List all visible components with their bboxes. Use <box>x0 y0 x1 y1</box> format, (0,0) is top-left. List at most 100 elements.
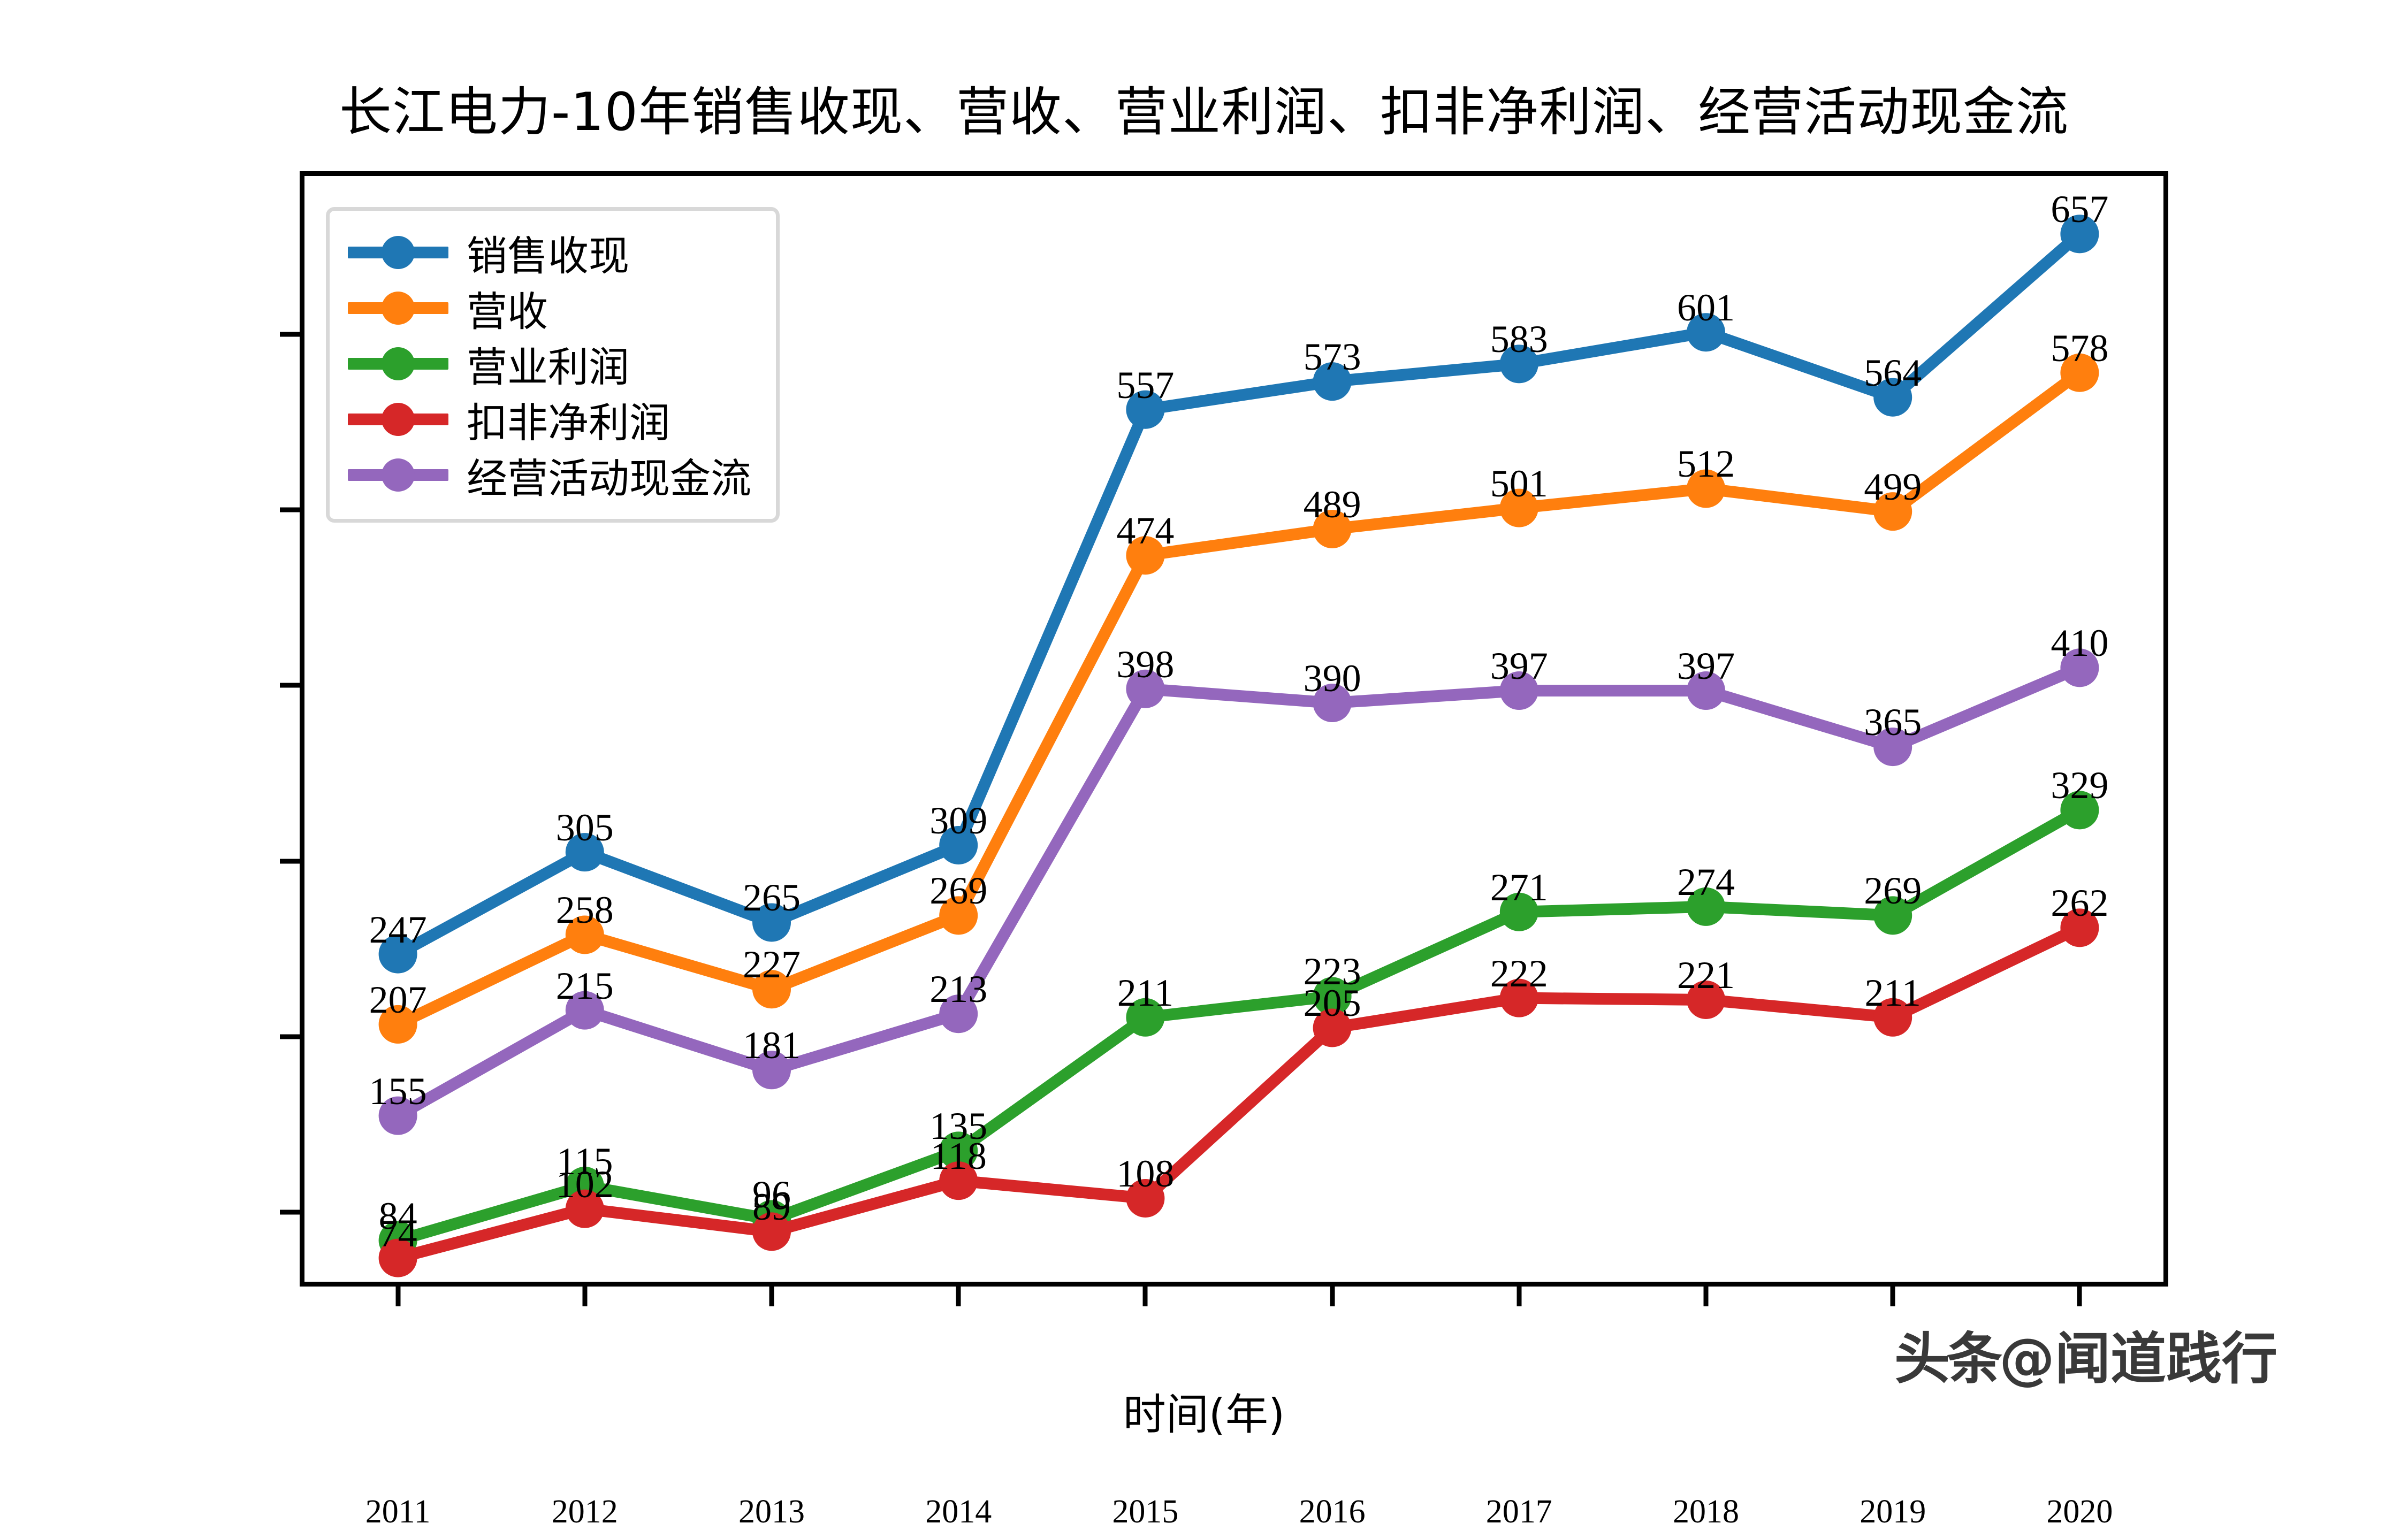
chart-title: 长江电力-10年销售收现、营收、营业利润、扣非净利润、经营活动现金流 <box>339 82 2069 143</box>
series-line-0 <box>392 228 2086 960</box>
x-tick-mark <box>956 1282 961 1306</box>
legend-item-3[interactable]: 扣非净利润 <box>348 392 751 447</box>
data-point <box>1126 998 1165 1037</box>
data-point <box>565 991 604 1030</box>
x-tick-label: 2014 <box>925 1494 992 1530</box>
x-tick-label: 2011 <box>365 1494 431 1530</box>
legend-item-0[interactable]: 销售收现 <box>348 225 751 280</box>
x-tick-mark <box>582 1282 588 1306</box>
data-point <box>1313 362 1352 401</box>
data-point <box>1873 492 1912 531</box>
data-point <box>939 1131 978 1170</box>
data-point <box>1499 671 1538 710</box>
legend-marker-icon <box>348 225 448 280</box>
data-point <box>1313 977 1352 1016</box>
x-tick-mark <box>1517 1282 1522 1306</box>
data-point <box>1499 892 1538 931</box>
y-tick-mark <box>280 683 304 688</box>
y-tick-mark <box>280 507 304 512</box>
data-point <box>378 1096 417 1135</box>
data-point <box>752 970 791 1009</box>
legend-item-1[interactable]: 营收 <box>348 280 751 336</box>
x-tick-label: 2020 <box>2046 1494 2113 1530</box>
x-tick-mark <box>1890 1282 1895 1306</box>
legend-label: 经营活动现金流 <box>467 455 751 502</box>
x-tick-mark <box>2077 1282 2082 1306</box>
legend-label: 销售收现 <box>467 232 629 280</box>
legend-marker-icon <box>348 280 448 336</box>
x-tick-label: 2013 <box>738 1494 805 1530</box>
data-point <box>2060 791 2099 830</box>
data-point <box>752 903 791 942</box>
y-tick-mark <box>280 1034 304 1039</box>
legend-item-2[interactable]: 营业利润 <box>348 336 751 392</box>
x-tick-mark <box>1142 1282 1148 1306</box>
series-line-1 <box>392 366 2086 1030</box>
x-tick-label: 2018 <box>1673 1494 1739 1530</box>
data-point <box>1126 669 1165 708</box>
data-point <box>939 1161 978 1200</box>
data-point <box>2060 908 2099 947</box>
data-point <box>939 994 978 1034</box>
data-point <box>1313 509 1352 548</box>
data-point <box>378 1238 417 1277</box>
watermark-handle: @闻道践行 <box>1999 1326 2278 1391</box>
x-tick-mark <box>1703 1282 1709 1306</box>
data-point <box>1499 345 1538 384</box>
data-point <box>1126 536 1165 575</box>
x-tick-mark <box>769 1282 774 1306</box>
legend-marker-icon <box>348 392 448 447</box>
data-point <box>1873 728 1912 767</box>
chart-figure: 长江电力-10年销售收现、营收、营业利润、扣非净利润、经营活动现金流 金额 (亿… <box>280 82 2278 1530</box>
data-point <box>752 1051 791 1090</box>
legend-marker-icon <box>348 336 448 392</box>
x-axis-label: 时间(年) <box>1123 1390 1285 1440</box>
data-point <box>378 935 417 974</box>
x-tick-mark <box>1330 1282 1335 1306</box>
watermark: 头条@闻道践行 <box>1894 1313 2277 1394</box>
data-point <box>2060 648 2099 687</box>
x-tick-label: 2019 <box>1860 1494 1926 1530</box>
legend-label: 扣非净利润 <box>467 399 670 447</box>
data-point <box>939 826 978 864</box>
data-point <box>1687 671 1725 710</box>
x-tick-label: 2016 <box>1299 1494 1366 1530</box>
plot-inner: 1002003004005006002011201220132014201520… <box>280 176 2163 1530</box>
series-line-3 <box>392 922 2086 1264</box>
legend-label: 营收 <box>467 288 548 335</box>
y-tick-mark <box>280 332 304 336</box>
data-point <box>752 1212 791 1251</box>
data-point <box>1687 887 1725 926</box>
data-point <box>939 896 978 935</box>
data-point <box>1873 896 1912 935</box>
data-point <box>1313 684 1352 723</box>
y-tick-mark <box>280 859 304 864</box>
data-point <box>1873 998 1912 1037</box>
x-tick-label: 2012 <box>551 1494 618 1530</box>
y-tick-mark <box>280 1210 304 1215</box>
legend-marker-icon <box>348 447 448 503</box>
data-point <box>565 1189 604 1228</box>
chart-legend[interactable]: 销售收现营收营业利润扣非净利润经营活动现金流 <box>326 207 780 523</box>
data-point <box>1499 978 1538 1017</box>
x-tick-label: 2015 <box>1112 1494 1179 1530</box>
data-point <box>2060 215 2099 254</box>
legend-label: 营业利润 <box>467 343 629 391</box>
data-point <box>2060 353 2099 392</box>
watermark-source: 头条 <box>1894 1326 2002 1391</box>
data-point <box>1687 980 1725 1019</box>
series-line-4 <box>392 662 2086 1122</box>
plot-area: 1002003004005006002011201220132014201520… <box>280 171 2168 1530</box>
x-tick-mark <box>395 1282 401 1306</box>
series-line-2 <box>392 804 2086 1246</box>
series-lines <box>378 215 2099 1277</box>
data-point <box>1126 390 1165 429</box>
legend-item-4[interactable]: 经营活动现金流 <box>348 447 751 503</box>
data-point <box>565 915 604 954</box>
data-point <box>1313 1008 1352 1047</box>
data-point <box>565 833 604 872</box>
data-point <box>1687 469 1725 508</box>
data-point <box>378 1005 417 1044</box>
x-tick-label: 2017 <box>1485 1494 1552 1530</box>
data-point <box>1873 378 1912 417</box>
